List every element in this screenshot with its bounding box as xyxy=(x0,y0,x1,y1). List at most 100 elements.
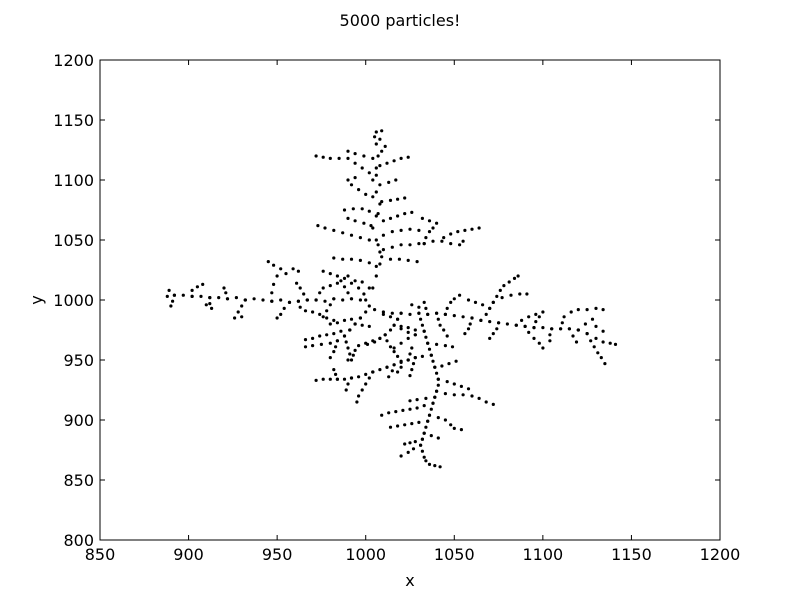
particle-point xyxy=(342,377,347,381)
particle-point xyxy=(585,308,589,312)
particle-point xyxy=(380,129,384,133)
particle-point xyxy=(341,231,345,235)
particle-point xyxy=(358,316,362,320)
particle-point xyxy=(541,346,545,350)
particle-point xyxy=(378,336,382,340)
particle-point xyxy=(364,341,368,345)
particle-point xyxy=(394,178,398,182)
y-tick-label: 1150 xyxy=(53,111,94,130)
particle-point xyxy=(431,401,435,405)
particle-point xyxy=(321,377,325,381)
particle-point xyxy=(348,328,352,332)
particle-point xyxy=(328,322,332,326)
particle-point xyxy=(461,393,465,397)
particle-point xyxy=(438,465,442,469)
particle-point xyxy=(190,288,194,292)
particle-point xyxy=(380,149,384,153)
particle-point xyxy=(360,207,364,211)
particle-point xyxy=(284,272,288,276)
particle-point xyxy=(447,362,451,366)
particle-point xyxy=(367,238,371,242)
particle-point xyxy=(390,311,394,315)
particle-point xyxy=(560,321,564,325)
particle-point xyxy=(399,454,403,458)
particle-point xyxy=(399,228,403,232)
particle-point xyxy=(452,314,456,318)
particle-point xyxy=(420,216,424,220)
particle-point xyxy=(323,299,327,303)
particle-point xyxy=(466,327,471,331)
particle-point xyxy=(527,330,531,334)
particle-point xyxy=(339,279,343,283)
y-tick-label: 1100 xyxy=(53,171,94,190)
particle-point xyxy=(456,230,460,234)
particle-point xyxy=(419,317,423,321)
particle-point xyxy=(296,269,300,273)
particle-point xyxy=(491,300,495,304)
particle-point xyxy=(415,406,419,410)
particle-point xyxy=(367,286,371,290)
particle-point xyxy=(498,288,502,292)
particle-point xyxy=(408,441,412,445)
particle-point xyxy=(435,389,439,393)
particle-point xyxy=(435,311,439,315)
particle-point xyxy=(527,315,531,319)
particle-point xyxy=(275,316,279,320)
particle-point xyxy=(415,260,419,264)
particle-point xyxy=(332,332,336,336)
particle-point xyxy=(399,327,403,331)
particle-point xyxy=(594,324,598,328)
particle-point xyxy=(537,341,541,345)
particle-point xyxy=(367,376,371,380)
particle-point xyxy=(342,318,347,322)
particle-point xyxy=(390,230,394,234)
particle-point xyxy=(349,358,354,362)
particle-point xyxy=(374,238,378,242)
particle-point xyxy=(364,372,368,376)
x-tick-label: 1050 xyxy=(434,545,475,564)
particle-point xyxy=(424,236,428,240)
particle-point xyxy=(422,431,426,435)
particle-point xyxy=(541,310,545,314)
particle-point xyxy=(272,282,276,286)
particle-point xyxy=(417,311,421,315)
particle-point xyxy=(435,342,439,346)
x-tick-label: 1100 xyxy=(522,545,563,564)
particle-point xyxy=(388,198,393,202)
particle-point xyxy=(411,447,416,451)
particle-point xyxy=(169,304,173,308)
particle-point xyxy=(381,310,385,314)
particle-point xyxy=(590,317,595,321)
particle-point xyxy=(534,312,538,316)
particle-point xyxy=(373,308,377,312)
particle-point xyxy=(550,327,554,331)
particle-point xyxy=(576,328,580,332)
particle-point xyxy=(222,286,226,290)
particle-point xyxy=(374,130,378,134)
particle-point xyxy=(431,226,435,230)
particle-point xyxy=(491,402,495,406)
particle-point xyxy=(452,297,456,301)
particle-point xyxy=(442,328,446,332)
particle-point xyxy=(594,336,598,340)
particle-point xyxy=(328,356,332,360)
particle-point xyxy=(532,336,536,340)
particle-point xyxy=(311,336,315,340)
particle-point xyxy=(314,154,318,158)
particle-point xyxy=(349,281,354,285)
x-tick-label: 850 xyxy=(85,545,116,564)
particle-point xyxy=(367,304,371,308)
particle-point xyxy=(422,300,426,304)
particle-point xyxy=(408,399,412,403)
particle-point xyxy=(353,219,357,223)
particle-point xyxy=(342,285,347,289)
particle-point xyxy=(355,400,359,404)
particle-point xyxy=(592,345,596,349)
particle-point xyxy=(298,286,302,290)
particle-point xyxy=(388,257,393,261)
particle-point xyxy=(440,239,444,243)
particle-point xyxy=(576,308,580,312)
particle-point xyxy=(436,436,440,440)
particle-point xyxy=(335,377,339,381)
particle-point xyxy=(342,334,347,338)
